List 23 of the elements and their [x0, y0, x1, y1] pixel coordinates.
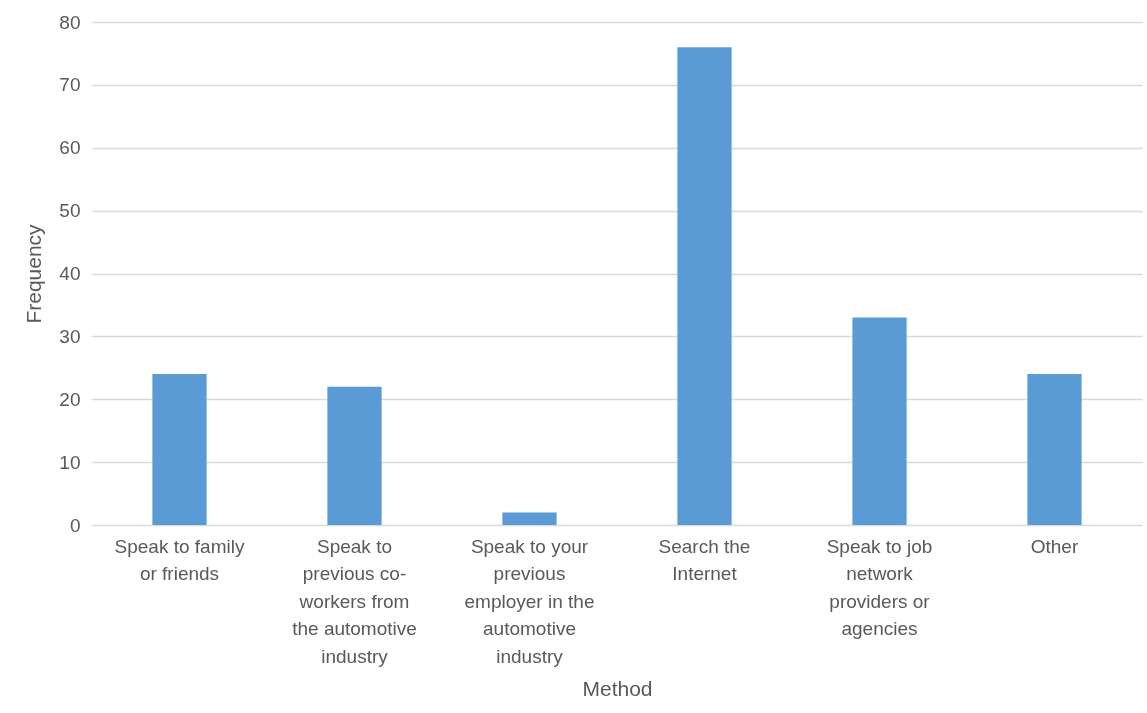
bar: [852, 317, 907, 525]
y-axis-title: Frequency: [22, 223, 46, 324]
y-tick-label: 20: [59, 388, 81, 410]
bar: [327, 386, 382, 525]
x-tick-label: Speak to your previous employer in the automotive industry: [464, 535, 595, 667]
bar: [677, 47, 732, 525]
x-axis-title: Method: [582, 676, 653, 700]
bar: [1027, 374, 1082, 525]
y-tick-label: 10: [59, 451, 81, 473]
y-tick-label: 40: [59, 263, 81, 284]
x-tick-label: Search the Internet: [658, 535, 751, 584]
y-tick-label: 80: [59, 11, 81, 33]
x-tick-label: Speak to family or friends: [114, 535, 245, 584]
x-tick-label: Other: [1030, 535, 1079, 557]
x-tick-label: Speak to previous co-workers from the automotive industry: [292, 535, 417, 667]
y-tick-label: 70: [59, 74, 81, 96]
x-tick-label: Speak to job network providers or agencies: [826, 535, 933, 639]
y-tick-label: 30: [59, 325, 81, 347]
y-tick-label: 60: [59, 137, 81, 159]
y-tick-label: 0: [69, 514, 81, 536]
bar: [152, 374, 207, 525]
y-tick-label: 50: [59, 200, 81, 222]
bar: [502, 512, 557, 525]
